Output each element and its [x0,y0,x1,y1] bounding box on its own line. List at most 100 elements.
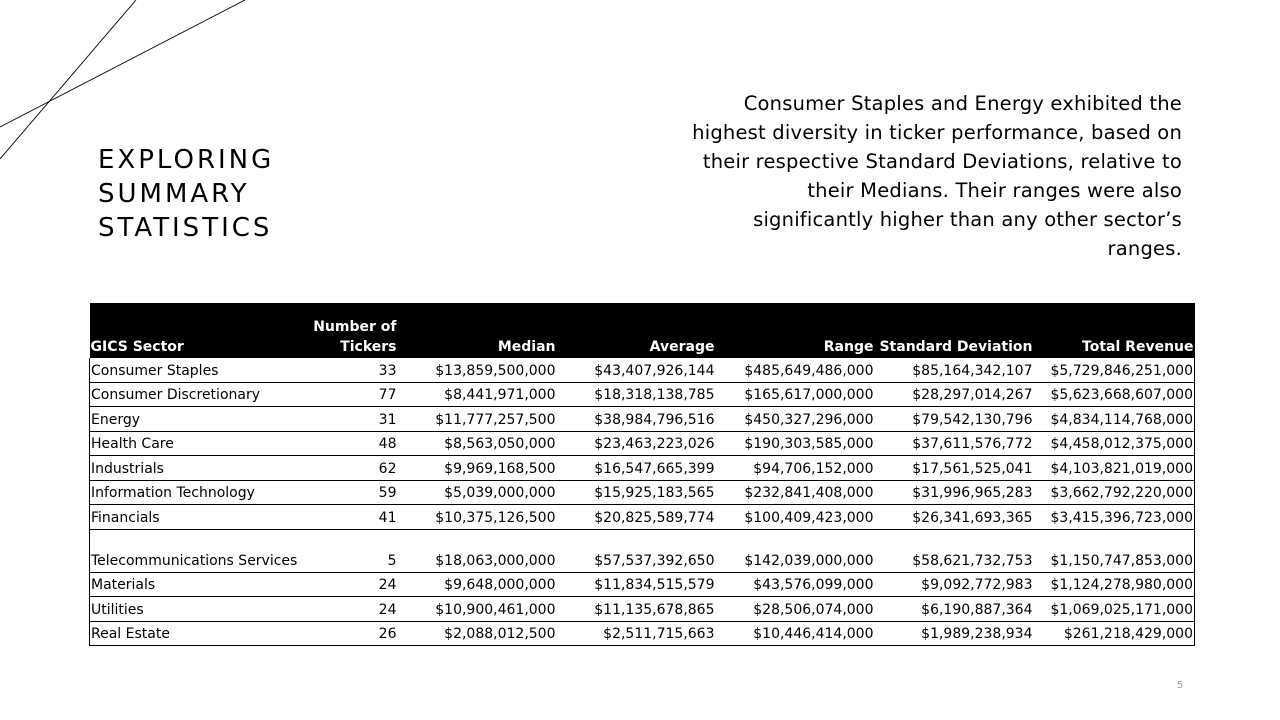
decorative-line [0,0,246,128]
table-cell: $450,327,296,000 [715,406,875,432]
table-cell: $31,996,965,283 [874,480,1034,505]
sector-name-cell: Real Estate [89,621,312,646]
table-cell: $9,648,000,000 [397,572,557,597]
table-cell: $142,039,000,000 [715,529,875,573]
table-cell: 24 [311,572,398,597]
column-header: Number of Tickers [313,319,397,355]
sector-name-cell: Consumer Staples [89,358,312,383]
table-cell: $5,729,846,251,000 [1033,358,1195,383]
table-cell: $100,409,423,000 [715,504,875,530]
summary-statistics-table: GICS Sector Number of Tickers Median Ave… [89,303,1195,646]
table-cell: $43,407,926,144 [556,358,716,383]
table-row: Real Estate 26 $2,088,012,500 $2,511,715,66… [89,621,1195,646]
table-cell: $28,297,014,267 [874,382,1034,407]
table-cell: $85,164,342,107 [874,358,1034,383]
table-cell: $5,623,668,607,000 [1033,382,1195,407]
table-cell: $8,563,050,000 [397,431,557,456]
table-cell: $16,547,665,399 [556,455,716,481]
sector-name-cell: Financials [89,504,312,530]
table-cell: $4,458,012,375,000 [1033,431,1195,456]
slide-title-line: STATISTICS [98,213,273,243]
table-row: Health Care 48 $8,563,050,000 $23,463,223,0… [89,431,1195,456]
sector-name-cell: Energy [89,406,312,432]
table-row: Telecommunications Services 5 $18,063,000,… [89,529,1195,573]
table-cell: $11,777,257,500 [397,406,557,432]
table-row: Materials 24 $9,648,000,000 $11,834,515,579… [89,572,1195,597]
table-cell: $37,611,576,772 [874,431,1034,456]
slide-title-line: EXPLORING [98,145,275,175]
sector-name-cell: Information Technology [89,480,312,505]
table-cell: $79,542,130,796 [874,406,1034,432]
column-header: Total Revenue [1082,339,1194,355]
table-cell: $2,088,012,500 [397,621,557,646]
table-cell: $26,341,693,365 [874,504,1034,530]
table-cell: $58,621,732,753 [874,529,1034,573]
table-row: Consumer Staples 33 $13,859,500,000 $43,407… [89,358,1195,383]
table-cell: $9,092,772,983 [874,572,1034,597]
decorative-line [0,0,137,160]
table-row: Information Technology 59 $5,039,000,000 $1… [89,480,1195,505]
table-cell: $28,506,074,000 [715,596,875,622]
column-header: Standard Deviation [879,339,1033,355]
table-cell: $57,537,392,650 [556,529,716,573]
sector-name-cell: Telecommunications Services [89,529,312,573]
table-cell: $11,834,515,579 [556,572,716,597]
table-cell: 26 [311,621,398,646]
table-cell: $1,989,238,934 [874,621,1034,646]
sector-name-cell: Materials [89,572,312,597]
table-cell: $1,069,025,171,000 [1033,596,1195,622]
table-row: Utilities 24 $10,900,461,000 $11,135,678,86… [89,596,1195,622]
table-row: Energy 31 $11,777,257,500 $38,984,796,516 $4… [89,406,1195,432]
table-cell: 59 [311,480,398,505]
table-body: Consumer Staples 33 $13,859,500,000 $43,407… [89,358,1195,646]
table-cell: 62 [311,455,398,481]
table-cell: $43,576,099,000 [715,572,875,597]
column-header: GICS Sector [90,339,184,355]
table-cell: $23,463,223,026 [556,431,716,456]
table-cell: $38,984,796,516 [556,406,716,432]
decorative-lines [0,0,246,160]
table-cell: 41 [311,504,398,530]
table-cell: $18,063,000,000 [397,529,557,573]
table-cell: $2,511,715,663 [556,621,716,646]
column-header: Median [497,339,556,355]
table-cell: $9,969,168,500 [397,455,557,481]
table-cell: $10,900,461,000 [397,596,557,622]
table-cell: $8,441,971,000 [397,382,557,407]
table-row: Financials 41 $10,375,126,500 $20,825,589,7… [89,504,1195,530]
table-cell: $6,190,887,364 [874,596,1034,622]
table-cell: $3,415,396,723,000 [1033,504,1195,530]
sector-name-cell: Consumer Discretionary [89,382,312,407]
table-cell: $1,150,747,853,000 [1033,529,1195,573]
sector-name-cell: Health Care [89,431,312,456]
table-cell: 33 [311,358,398,383]
table-cell: 48 [311,431,398,456]
table-cell: $13,859,500,000 [397,358,557,383]
slide-title: EXPLORING SUMMARY STATISTICS [98,143,358,245]
table-cell: $3,662,792,220,000 [1033,480,1195,505]
table-row: Industrials 62 $9,969,168,500 $16,547,665,3… [89,455,1195,481]
table-cell: $10,446,414,000 [715,621,875,646]
table-cell: 31 [311,406,398,432]
table-cell: $1,124,278,980,000 [1033,572,1195,597]
table-cell: $94,706,152,000 [715,455,875,481]
table-row: Consumer Discretionary 77 $8,441,971,000 $1… [89,382,1195,407]
table-cell: $232,841,408,000 [715,480,875,505]
column-header: Range [823,339,874,355]
page-number: 5 [1176,680,1184,691]
table-cell: $485,649,486,000 [715,358,875,383]
table-cell: 24 [311,596,398,622]
slide-title-line: SUMMARY [98,179,250,209]
summary-text: Consumer Staples and Energy exhibited th… [692,92,1182,260]
table-cell: $5,039,000,000 [397,480,557,505]
sector-name-cell: Utilities [89,596,312,622]
table-cell: $4,834,114,768,000 [1033,406,1195,432]
table-cell: $165,617,000,000 [715,382,875,407]
table-cell: $261,218,429,000 [1033,621,1195,646]
table-cell: 5 [311,529,398,573]
sector-name-cell: Industrials [89,455,312,481]
table-cell: $11,135,678,865 [556,596,716,622]
table-cell: $4,103,821,019,000 [1033,455,1195,481]
table-cell: $10,375,126,500 [397,504,557,530]
table-cell: $20,825,589,774 [556,504,716,530]
